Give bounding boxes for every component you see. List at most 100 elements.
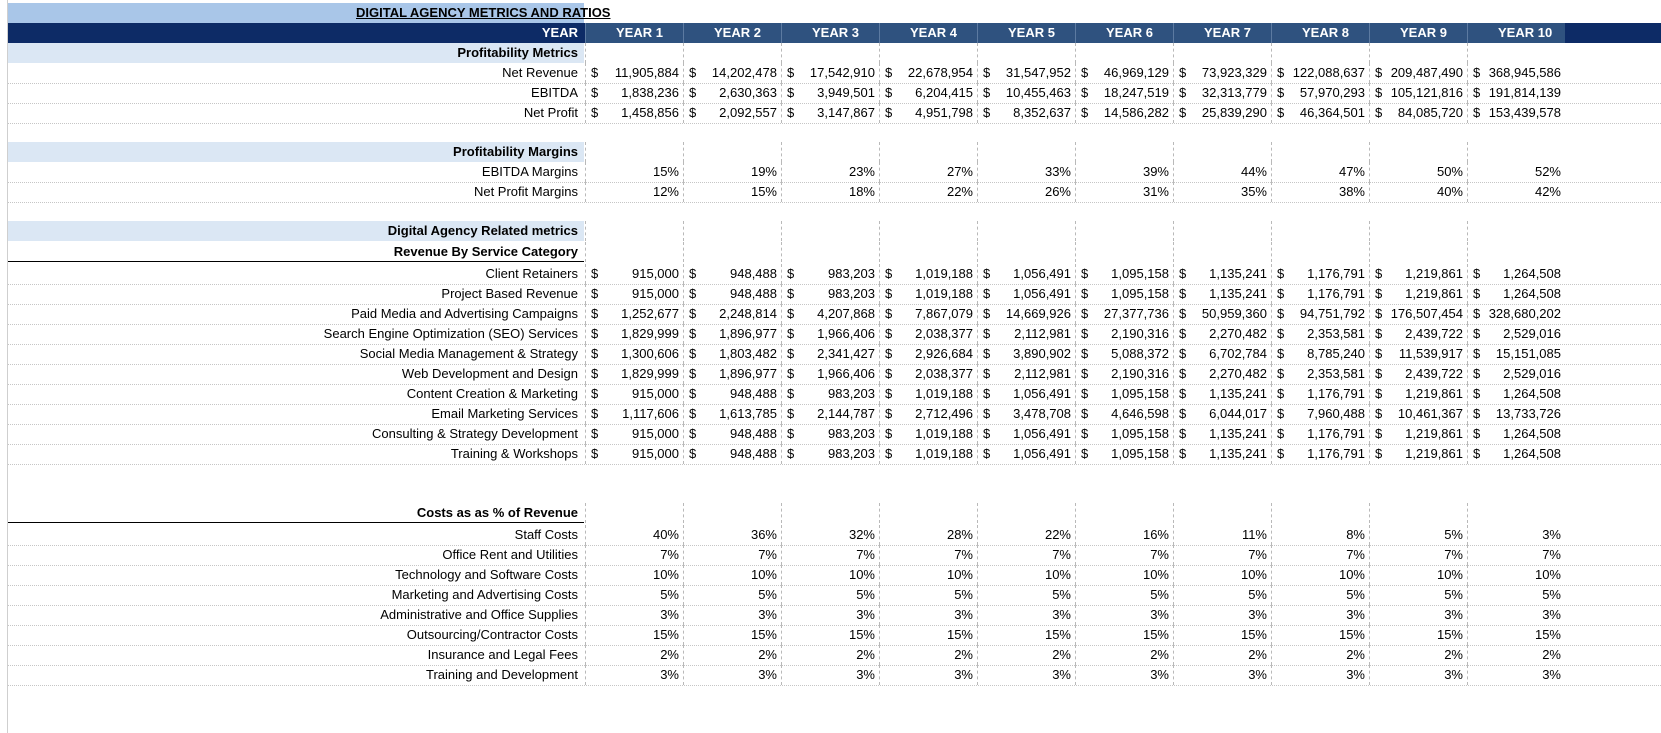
value-cell[interactable]: 10%	[1467, 565, 1565, 585]
row-label[interactable]: Email Marketing Services	[431, 406, 578, 421]
value-cell[interactable]: 2%	[1173, 645, 1271, 665]
value-cell[interactable]: 3%	[1467, 605, 1565, 625]
empty-cell[interactable]	[977, 43, 1075, 63]
value-cell[interactable]: $1,300,606	[585, 344, 683, 364]
value-cell[interactable]: 7%	[683, 545, 781, 565]
value-cell[interactable]: 3%	[1271, 665, 1369, 685]
empty-cell[interactable]	[879, 503, 977, 523]
row-label[interactable]: Net Profit Margins	[473, 184, 578, 199]
value-cell[interactable]: $1,019,188	[879, 424, 977, 444]
empty-cell[interactable]	[781, 221, 879, 241]
value-cell[interactable]: 3%	[781, 605, 879, 625]
value-cell[interactable]: $122,088,637	[1271, 63, 1369, 83]
value-cell[interactable]: $2,439,722	[1369, 324, 1467, 344]
value-cell[interactable]: 15%	[977, 625, 1075, 645]
value-cell[interactable]: 15%	[585, 625, 683, 645]
value-cell[interactable]: $1,252,677	[585, 304, 683, 324]
value-cell[interactable]: $2,270,482	[1173, 364, 1271, 384]
empty-cell[interactable]	[683, 142, 781, 162]
value-cell[interactable]: $2,190,316	[1075, 324, 1173, 344]
value-cell[interactable]: $73,923,329	[1173, 63, 1271, 83]
value-cell[interactable]: $1,966,406	[781, 364, 879, 384]
value-cell[interactable]: $948,488	[683, 424, 781, 444]
value-cell[interactable]: 3%	[1467, 665, 1565, 685]
section-heading[interactable]: Digital Agency Related metrics	[8, 221, 584, 241]
value-cell[interactable]: $191,814,139	[1467, 83, 1565, 103]
value-cell[interactable]: $1,613,785	[683, 404, 781, 424]
value-cell[interactable]: $8,352,637	[977, 103, 1075, 123]
empty-cell[interactable]	[1369, 503, 1467, 523]
value-cell[interactable]: 47%	[1271, 162, 1369, 182]
value-cell[interactable]: $1,056,491	[977, 264, 1075, 284]
value-cell[interactable]: $6,044,017	[1173, 404, 1271, 424]
value-cell[interactable]: 7%	[585, 545, 683, 565]
value-cell[interactable]: 27%	[879, 162, 977, 182]
value-cell[interactable]: 22%	[977, 525, 1075, 545]
row-label[interactable]: Web Development and Design	[401, 366, 578, 381]
value-cell[interactable]: 31%	[1075, 182, 1173, 202]
value-cell[interactable]: $209,487,490	[1369, 63, 1467, 83]
empty-cell[interactable]	[879, 242, 977, 262]
row-label[interactable]: Net Revenue	[502, 65, 578, 80]
empty-cell[interactable]	[1271, 221, 1369, 241]
value-cell[interactable]: $6,204,415	[879, 83, 977, 103]
value-cell[interactable]: $1,135,241	[1173, 424, 1271, 444]
value-cell[interactable]: $18,247,519	[1075, 83, 1173, 103]
value-cell[interactable]: $2,112,981	[977, 324, 1075, 344]
value-cell[interactable]: $1,458,856	[585, 103, 683, 123]
value-cell[interactable]: 32%	[781, 525, 879, 545]
value-cell[interactable]: $2,712,496	[879, 404, 977, 424]
value-cell[interactable]: $948,488	[683, 384, 781, 404]
value-cell[interactable]: $983,203	[781, 384, 879, 404]
value-cell[interactable]: 7%	[1173, 545, 1271, 565]
value-cell[interactable]: $1,829,999	[585, 324, 683, 344]
value-cell[interactable]: 7%	[1467, 545, 1565, 565]
value-cell[interactable]: $1,264,508	[1467, 384, 1565, 404]
value-cell[interactable]: 3%	[1369, 665, 1467, 685]
value-cell[interactable]: $1,896,977	[683, 324, 781, 344]
value-cell[interactable]: $2,270,482	[1173, 324, 1271, 344]
empty-cell[interactable]	[585, 503, 683, 523]
value-cell[interactable]: 7%	[1369, 545, 1467, 565]
value-cell[interactable]: $1,264,508	[1467, 284, 1565, 304]
value-cell[interactable]: $7,960,488	[1271, 404, 1369, 424]
value-cell[interactable]: $27,377,736	[1075, 304, 1173, 324]
value-cell[interactable]: $176,507,454	[1369, 304, 1467, 324]
row-label[interactable]: Client Retainers	[485, 266, 579, 281]
value-cell[interactable]: 2%	[879, 645, 977, 665]
value-cell[interactable]: $2,529,016	[1467, 324, 1565, 344]
value-cell[interactable]: 15%	[1075, 625, 1173, 645]
value-cell[interactable]: $1,219,861	[1369, 284, 1467, 304]
value-cell[interactable]: 3%	[1173, 605, 1271, 625]
row-label[interactable]: Administrative and Office Supplies	[380, 607, 578, 622]
value-cell[interactable]: 3%	[977, 665, 1075, 685]
value-cell[interactable]: 5%	[879, 585, 977, 605]
value-cell[interactable]: $983,203	[781, 444, 879, 464]
value-cell[interactable]: 15%	[1173, 625, 1271, 645]
value-cell[interactable]: $3,147,867	[781, 103, 879, 123]
empty-cell[interactable]	[1271, 242, 1369, 262]
value-cell[interactable]: $32,313,779	[1173, 83, 1271, 103]
value-cell[interactable]: $2,926,684	[879, 344, 977, 364]
empty-cell[interactable]	[1467, 43, 1565, 63]
value-cell[interactable]: 5%	[1271, 585, 1369, 605]
value-cell[interactable]: 40%	[1369, 182, 1467, 202]
value-cell[interactable]: $1,219,861	[1369, 444, 1467, 464]
value-cell[interactable]: 16%	[1075, 525, 1173, 545]
value-cell[interactable]: 2%	[781, 645, 879, 665]
value-cell[interactable]: $948,488	[683, 284, 781, 304]
value-cell[interactable]: 35%	[1173, 182, 1271, 202]
value-cell[interactable]: $2,353,581	[1271, 364, 1369, 384]
value-cell[interactable]: $1,135,241	[1173, 264, 1271, 284]
value-cell[interactable]: $1,966,406	[781, 324, 879, 344]
empty-cell[interactable]	[683, 221, 781, 241]
value-cell[interactable]: $1,019,188	[879, 444, 977, 464]
empty-cell[interactable]	[683, 503, 781, 523]
value-cell[interactable]: $1,896,977	[683, 364, 781, 384]
value-cell[interactable]: $1,095,158	[1075, 284, 1173, 304]
value-cell[interactable]: $1,838,236	[585, 83, 683, 103]
empty-cell[interactable]	[1467, 503, 1565, 523]
value-cell[interactable]: $1,829,999	[585, 364, 683, 384]
value-cell[interactable]: $2,038,377	[879, 324, 977, 344]
value-cell[interactable]: 3%	[1173, 665, 1271, 685]
